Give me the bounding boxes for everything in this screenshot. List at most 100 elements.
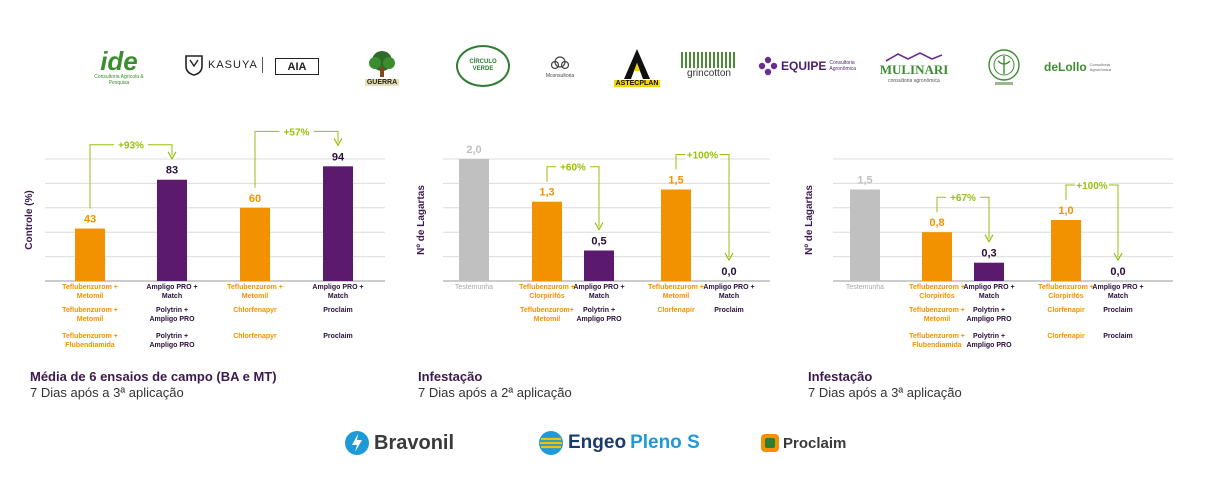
- astecplan-logo-text: ASTECPLAN: [613, 79, 661, 87]
- category-label-part: Ampligo PRO: [576, 316, 622, 323]
- value-label-0: 43: [84, 214, 96, 226]
- category-label-0-3: Ampligo PRO + Match: [312, 284, 363, 300]
- category-label-1-1: Polytrin + Ampligo PRO: [149, 307, 195, 323]
- category-label-0-1: Teflubenzurom + Clorpirifós: [909, 284, 965, 300]
- equipe-logo-sub: Consultoria Agronômica: [829, 60, 857, 72]
- category-label-part: Match: [162, 293, 182, 300]
- pleno-label: Pleno S: [630, 432, 700, 453]
- ide-logo-main: ide: [100, 46, 138, 76]
- category-label-part: Metomil: [242, 293, 269, 300]
- circulo-verde-logo: CÍRCULO VERDE: [456, 45, 510, 87]
- category-label-part: Ampligo PRO: [149, 316, 195, 323]
- cotton-icon: [550, 56, 570, 70]
- chart-3-caption: Infestação 7 Dias após a 3ª aplicação: [808, 369, 962, 400]
- value-label-2: 0,3: [981, 248, 996, 260]
- annotation-arrow-0: [594, 222, 604, 231]
- chart-2-title: Infestação: [418, 369, 483, 384]
- category-label-part: Polytrin +: [156, 333, 188, 340]
- annotation-label-1: +57%: [284, 127, 310, 138]
- y-axis-label: Nº de Lagartas: [804, 185, 815, 255]
- category-label-part: Ampligo PRO +: [146, 284, 197, 291]
- ide-logo-sub: Consultoria Agrícola & Pesquisa: [94, 74, 144, 86]
- category-label-2-1: Teflubenzurom + Flubendiamida: [909, 333, 965, 349]
- category-label-0-3: Teflubenzurom + Clorpirifós: [1038, 284, 1094, 300]
- annotation-label-1: +100%: [1076, 181, 1108, 192]
- chart-3: Nº de Lagartas 1,5 0,8 0,3 1,0 0,0 +67% +100% Te…: [804, 158, 1173, 349]
- annotation-bg-1: [685, 147, 720, 161]
- engeo-sun-icon: [539, 431, 563, 455]
- value-label-0: 2,0: [466, 144, 481, 156]
- bar-0: [75, 228, 105, 281]
- category-label-part: Clorpirifós: [1048, 293, 1083, 300]
- category-label-part: Ampligo PRO +: [312, 284, 363, 291]
- annotation-arrow-1: [724, 252, 734, 262]
- guerra-logo: GUERRA: [358, 44, 406, 90]
- kasuya-logo-text: KASUYA: [208, 59, 258, 71]
- category-label-part: Metomil: [534, 316, 561, 323]
- kasuya-logo: KASUYA: [184, 54, 264, 76]
- annotation-bg-0: [114, 137, 148, 151]
- annotation-arrow-0: [167, 151, 177, 160]
- value-label-3: 1,5: [668, 175, 683, 187]
- mconsultoria-logo-text: Mconsultoria: [545, 73, 575, 79]
- value-label-3: 1,0: [1058, 205, 1073, 217]
- category-label-part: Polytrin +: [156, 307, 188, 314]
- bar-2: [584, 250, 614, 281]
- category-label-2-2: Chlorfenapyr: [233, 333, 277, 340]
- category-label-part: Match: [1108, 293, 1128, 300]
- chart-1-caption: Média de 6 ensaios de campo (BA e MT) 7 …: [30, 369, 277, 400]
- value-label-1: 1,3: [539, 187, 554, 199]
- chart-2-caption: Infestação 7 Dias após a 2ª aplicação: [418, 369, 572, 400]
- annotation-arrow-1: [1113, 252, 1123, 262]
- category-label-part: Proclaim: [323, 307, 353, 314]
- logo-divider: [262, 57, 263, 73]
- category-label-part: Proclaim: [1103, 333, 1133, 340]
- engeo-label: Engeo: [568, 432, 627, 453]
- proclaim-box-icon: [761, 434, 779, 452]
- grincotton-logo: grincotton: [680, 48, 738, 82]
- category-label-1-1: Teflubenzurom+ Metomil: [520, 307, 574, 323]
- category-label-1-2: Polytrin + Ampligo PRO: [576, 307, 622, 323]
- proclaim-brand: Proclaim: [760, 431, 846, 455]
- bar-0: [459, 159, 489, 281]
- value-label-0: 1,5: [857, 175, 872, 187]
- category-label-part: Proclaim: [714, 307, 744, 314]
- delollo-logo-main: deLollo: [1044, 60, 1087, 74]
- grincotton-logo-text: grincotton: [687, 67, 731, 79]
- annotation-arrow-1: [333, 138, 343, 147]
- mountain-icon: [885, 52, 943, 62]
- y-axis-label: Controle (%): [24, 190, 35, 249]
- bar-2: [974, 262, 1004, 281]
- bar-2: [240, 207, 270, 281]
- bar-3: [661, 189, 691, 281]
- category-label-1-3: Proclaim: [323, 307, 353, 314]
- category-label-part: Clorpirifós: [529, 293, 564, 300]
- category-label-0-2: Teflubenzurom + Metomil: [227, 284, 283, 300]
- mulinari-logo-main: MULINARI: [879, 62, 949, 77]
- category-label-2-1: Polytrin + Ampligo PRO: [149, 333, 195, 349]
- value-label-1: 83: [166, 165, 178, 177]
- category-label-0-4: Ampligo PRO + Match: [1092, 284, 1143, 300]
- category-label-part: Metomil: [924, 316, 951, 323]
- category-label-part: Teflubenzurom +: [519, 284, 575, 291]
- annotation-bg-1: [1075, 178, 1109, 191]
- category-label-part: Match: [719, 293, 739, 300]
- category-label-part: Teflubenzurom +: [227, 284, 283, 291]
- guerra-logo-text: GUERRA: [364, 78, 400, 86]
- category-label-0-2: Ampligo PRO + Match: [573, 284, 624, 300]
- category-label-0-1: Ampligo PRO + Match: [146, 284, 197, 300]
- bar-3: [323, 166, 353, 281]
- category-label-part: Metomil: [663, 293, 690, 300]
- category-label-1-3: Clorfenapir: [657, 307, 695, 314]
- tree-icon: [369, 50, 395, 77]
- astecplan-a-icon: [624, 48, 650, 79]
- seal-icon: [988, 49, 1020, 85]
- category-label-part: Teflubenzurom +: [909, 284, 965, 291]
- bravonil-label: Bravonil: [374, 431, 455, 454]
- aia-logo-text: AIA: [287, 60, 307, 73]
- category-label-part: Clorfenapir: [1047, 307, 1085, 314]
- category-label-1-3: Clorfenapir: [1047, 307, 1085, 314]
- category-label-0-0: Testemunha: [455, 284, 493, 291]
- annotation-bg-1: [279, 124, 314, 138]
- category-label-part: Ampligo PRO: [966, 342, 1012, 349]
